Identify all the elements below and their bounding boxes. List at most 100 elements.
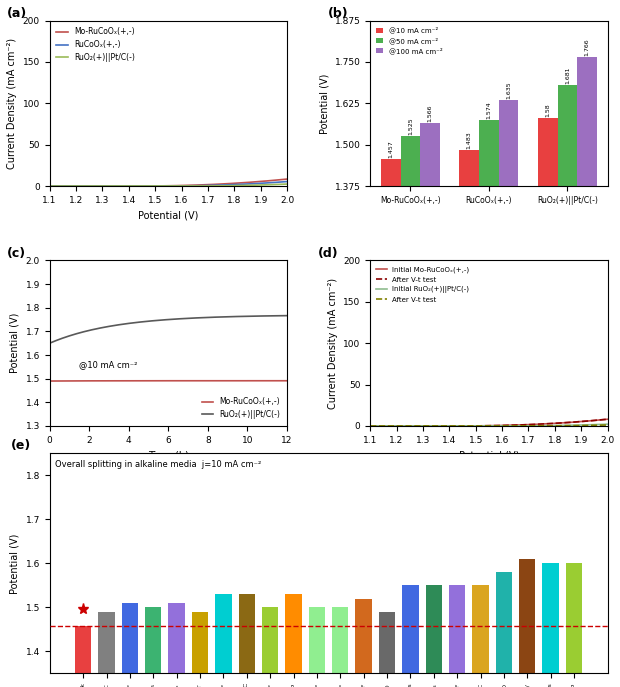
Text: (d): (d) <box>318 247 339 260</box>
Bar <box>459 150 479 641</box>
RuCoOₓ(+,-) <box>187 181 195 190</box>
RuO₂(+)||Pt/C(-) <box>191 314 198 322</box>
Bar <box>122 603 138 687</box>
Bar <box>542 563 559 687</box>
Y-axis label: Current Density (mA cm⁻²): Current Density (mA cm⁻²) <box>327 278 338 409</box>
After V-t test <box>366 422 374 430</box>
Y-axis label: Potential (V): Potential (V) <box>10 313 20 374</box>
Initial RuO₂(+)||Pt/C(-) <box>598 420 606 429</box>
Text: Overall splitting in alkaline media  j=10 mA cm⁻²: Overall splitting in alkaline media j=10… <box>55 460 262 469</box>
RuCoOₓ(+,-) <box>46 182 53 190</box>
After V-t test <box>508 421 515 429</box>
RuCoOₓ(+,-) <box>241 180 248 188</box>
Initial RuO₂(+)||Pt/C(-) <box>495 422 502 430</box>
Text: 1.635: 1.635 <box>506 81 511 99</box>
Text: @10 mA cm⁻²: @10 mA cm⁻² <box>79 360 138 369</box>
Mo-RuCoOₓ(+,-) <box>46 377 54 385</box>
Initial RuO₂(+)||Pt/C(-) <box>508 422 515 430</box>
After V-t test <box>508 422 515 430</box>
Bar <box>332 607 348 687</box>
Text: 1.483: 1.483 <box>467 132 472 149</box>
Mo-RuCoOₓ(+,-) <box>241 179 248 187</box>
Bar <box>519 559 536 687</box>
Initial Mo-RuCoOₓ(+,-) <box>598 416 606 424</box>
Bar <box>420 123 440 641</box>
RuO₂(+)||Pt/C(-) <box>283 311 291 319</box>
Initial Mo-RuCoOₓ(+,-) <box>480 422 488 430</box>
Mo-RuCoOₓ(+,-) <box>261 376 268 385</box>
Mo-RuCoOₓ(+,-) <box>283 175 291 183</box>
Line: RuCoOₓ(+,-): RuCoOₓ(+,-) <box>50 181 287 186</box>
Text: 1.574: 1.574 <box>486 102 492 120</box>
Initial RuO₂(+)||Pt/C(-) <box>604 420 611 428</box>
Initial RuO₂(+)||Pt/C(-) <box>480 422 488 430</box>
Bar <box>192 611 208 687</box>
Bar <box>262 607 278 687</box>
Initial Mo-RuCoOₓ(+,-) <box>479 422 487 430</box>
After V-t test <box>479 422 487 430</box>
Bar <box>355 598 372 687</box>
Y-axis label: Potential (V): Potential (V) <box>319 73 329 133</box>
Mo-RuCoOₓ(+,-) <box>187 181 195 190</box>
Bar <box>472 585 489 687</box>
Text: 1.525: 1.525 <box>408 117 413 135</box>
Bar <box>538 118 557 641</box>
RuO₂(+)||Pt/C(-) <box>187 314 195 322</box>
Bar <box>402 585 418 687</box>
Mo-RuCoOₓ(+,-) <box>46 182 53 190</box>
Bar <box>285 594 302 687</box>
X-axis label: Potential (V): Potential (V) <box>138 210 198 221</box>
After V-t test <box>561 422 569 430</box>
RuO₂(+)||Pt/C(-) <box>174 182 182 190</box>
Y-axis label: Potential (V): Potential (V) <box>10 533 20 594</box>
Bar <box>577 56 597 641</box>
Mo-RuCoOₓ(+,-) <box>278 175 285 183</box>
Bar <box>449 585 466 687</box>
RuO₂(+)||Pt/C(-) <box>261 312 268 320</box>
X-axis label: Time (h): Time (h) <box>148 450 188 460</box>
Initial Mo-RuCoOₓ(+,-) <box>561 418 569 427</box>
Y-axis label: Current Density (mA cm⁻²): Current Density (mA cm⁻²) <box>7 38 17 169</box>
Bar <box>401 137 420 641</box>
Line: RuO₂(+)||Pt/C(-): RuO₂(+)||Pt/C(-) <box>50 184 287 186</box>
RuO₂(+)||Pt/C(-) <box>187 314 194 322</box>
After V-t test <box>479 422 487 430</box>
After V-t test <box>561 418 569 427</box>
Bar <box>425 585 442 687</box>
Bar <box>99 611 115 687</box>
Initial RuO₂(+)||Pt/C(-) <box>561 421 569 429</box>
Initial RuO₂(+)||Pt/C(-) <box>479 422 487 430</box>
RuO₂(+)||Pt/C(-) <box>46 339 53 348</box>
Initial Mo-RuCoOₓ(+,-) <box>495 421 502 429</box>
RuO₂(+)||Pt/C(-) <box>187 182 195 190</box>
RuCoOₓ(+,-) <box>160 182 167 190</box>
After V-t test <box>598 416 606 424</box>
Mo-RuCoOₓ(+,-) <box>187 376 195 385</box>
Text: 1.566: 1.566 <box>428 104 433 122</box>
Line: Mo-RuCoOₓ(+,-): Mo-RuCoOₓ(+,-) <box>50 179 287 186</box>
Bar <box>145 607 161 687</box>
Bar <box>75 627 91 687</box>
Line: Initial Mo-RuCoOₓ(+,-): Initial Mo-RuCoOₓ(+,-) <box>370 419 608 426</box>
Initial Mo-RuCoOₓ(+,-) <box>366 422 374 430</box>
Text: 1.457: 1.457 <box>388 140 393 158</box>
Legend: Initial Mo-RuCoOₓ(+,-), After V-t test, Initial RuO₂(+)||Pt/C(-), After V-t test: Initial Mo-RuCoOₓ(+,-), After V-t test, … <box>374 264 472 306</box>
After V-t test <box>604 415 611 423</box>
RuO₂(+)||Pt/C(-) <box>278 180 285 188</box>
Bar <box>381 159 401 641</box>
Legend: Mo-RuCoOₓ(+,-), RuO₂(+)||Pt/C(-): Mo-RuCoOₓ(+,-), RuO₂(+)||Pt/C(-) <box>198 394 283 422</box>
Line: After V-t test: After V-t test <box>370 425 608 426</box>
Legend: Mo-RuCoOₓ(+,-), RuCoOₓ(+,-), RuO₂(+)||Pt/C(-): Mo-RuCoOₓ(+,-), RuCoOₓ(+,-), RuO₂(+)||Pt… <box>53 25 138 65</box>
Bar <box>557 85 577 641</box>
RuCoOₓ(+,-) <box>283 177 291 185</box>
RuO₂(+)||Pt/C(-) <box>246 312 254 320</box>
RuO₂(+)||Pt/C(-) <box>159 182 166 190</box>
Text: 1.58: 1.58 <box>545 104 550 117</box>
After V-t test <box>366 422 374 430</box>
After V-t test <box>495 421 502 429</box>
Initial Mo-RuCoOₓ(+,-) <box>604 415 611 423</box>
Bar <box>496 572 512 687</box>
Mo-RuCoOₓ(+,-) <box>159 182 166 190</box>
Mo-RuCoOₓ(+,-) <box>46 377 53 385</box>
Bar <box>169 603 185 687</box>
